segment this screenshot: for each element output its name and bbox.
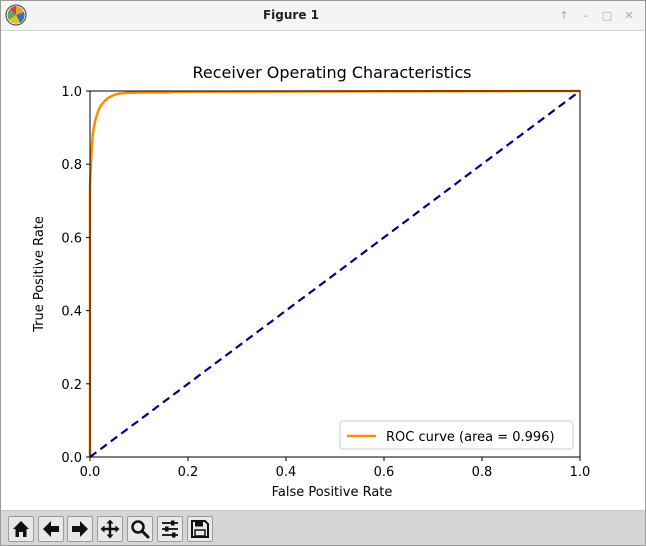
x-tick-label: 0.4 <box>276 465 297 480</box>
home-icon <box>13 521 29 537</box>
configure-subplots-icon <box>162 520 178 538</box>
y-tick-label: 0.6 <box>61 231 82 246</box>
x-tick-label: 0.2 <box>178 465 199 480</box>
app-icon <box>5 4 27 26</box>
title-bar[interactable]: Figure 1 ↑ – □ ✕ <box>1 1 645 31</box>
save-floppy-icon <box>191 520 209 538</box>
roc-curve-line <box>88 89 581 457</box>
plot-frame <box>89 90 581 458</box>
x-tick-label: 0.0 <box>80 465 101 480</box>
y-tick-label: 0.0 <box>61 451 82 466</box>
y-tick-label: 0.8 <box>61 158 82 173</box>
x-tick-label: 0.6 <box>374 465 395 480</box>
diagonal-reference-line <box>89 90 581 458</box>
zoom-button[interactable] <box>127 516 153 542</box>
pan-move-icon <box>100 519 120 539</box>
x-tick-label: 0.8 <box>472 465 493 480</box>
roc-chart: Receiver Operating Characteristics 0.0 0.… <box>32 63 591 500</box>
forward-arrow-icon <box>72 521 88 537</box>
pan-button[interactable] <box>97 516 123 542</box>
y-axis-label: True Positive Rate <box>32 216 47 333</box>
back-button[interactable] <box>38 516 64 542</box>
x-axis-label: False Positive Rate <box>272 485 393 500</box>
navigation-toolbar <box>1 510 645 545</box>
y-tick-label: 0.2 <box>61 378 82 393</box>
figure-canvas[interactable]: Receiver Operating Characteristics 0.0 0.… <box>1 31 645 510</box>
close-icon[interactable]: ✕ <box>624 9 634 22</box>
minimize-icon[interactable]: – <box>583 9 589 22</box>
zoom-magnifier-icon <box>131 520 150 539</box>
x-tick-label: 1.0 <box>570 465 591 480</box>
y-tick-label: 1.0 <box>61 85 82 100</box>
y-tick-label: 0.4 <box>61 305 82 320</box>
save-button[interactable] <box>187 516 213 542</box>
maximize-icon[interactable]: □ <box>601 9 613 22</box>
legend-box <box>339 420 574 450</box>
chart-title: Receiver Operating Characteristics <box>192 63 471 82</box>
legend: ROC curve (area = 0.996) <box>339 420 574 450</box>
home-button[interactable] <box>8 516 34 542</box>
back-arrow-icon <box>43 521 59 537</box>
forward-button[interactable] <box>67 516 93 542</box>
restore-up-icon[interactable]: ↑ <box>559 9 569 22</box>
window-title: Figure 1 <box>262 8 320 22</box>
legend-label-roc: ROC curve (area = 0.996) <box>386 430 555 445</box>
configure-subplots-button[interactable] <box>157 516 183 542</box>
